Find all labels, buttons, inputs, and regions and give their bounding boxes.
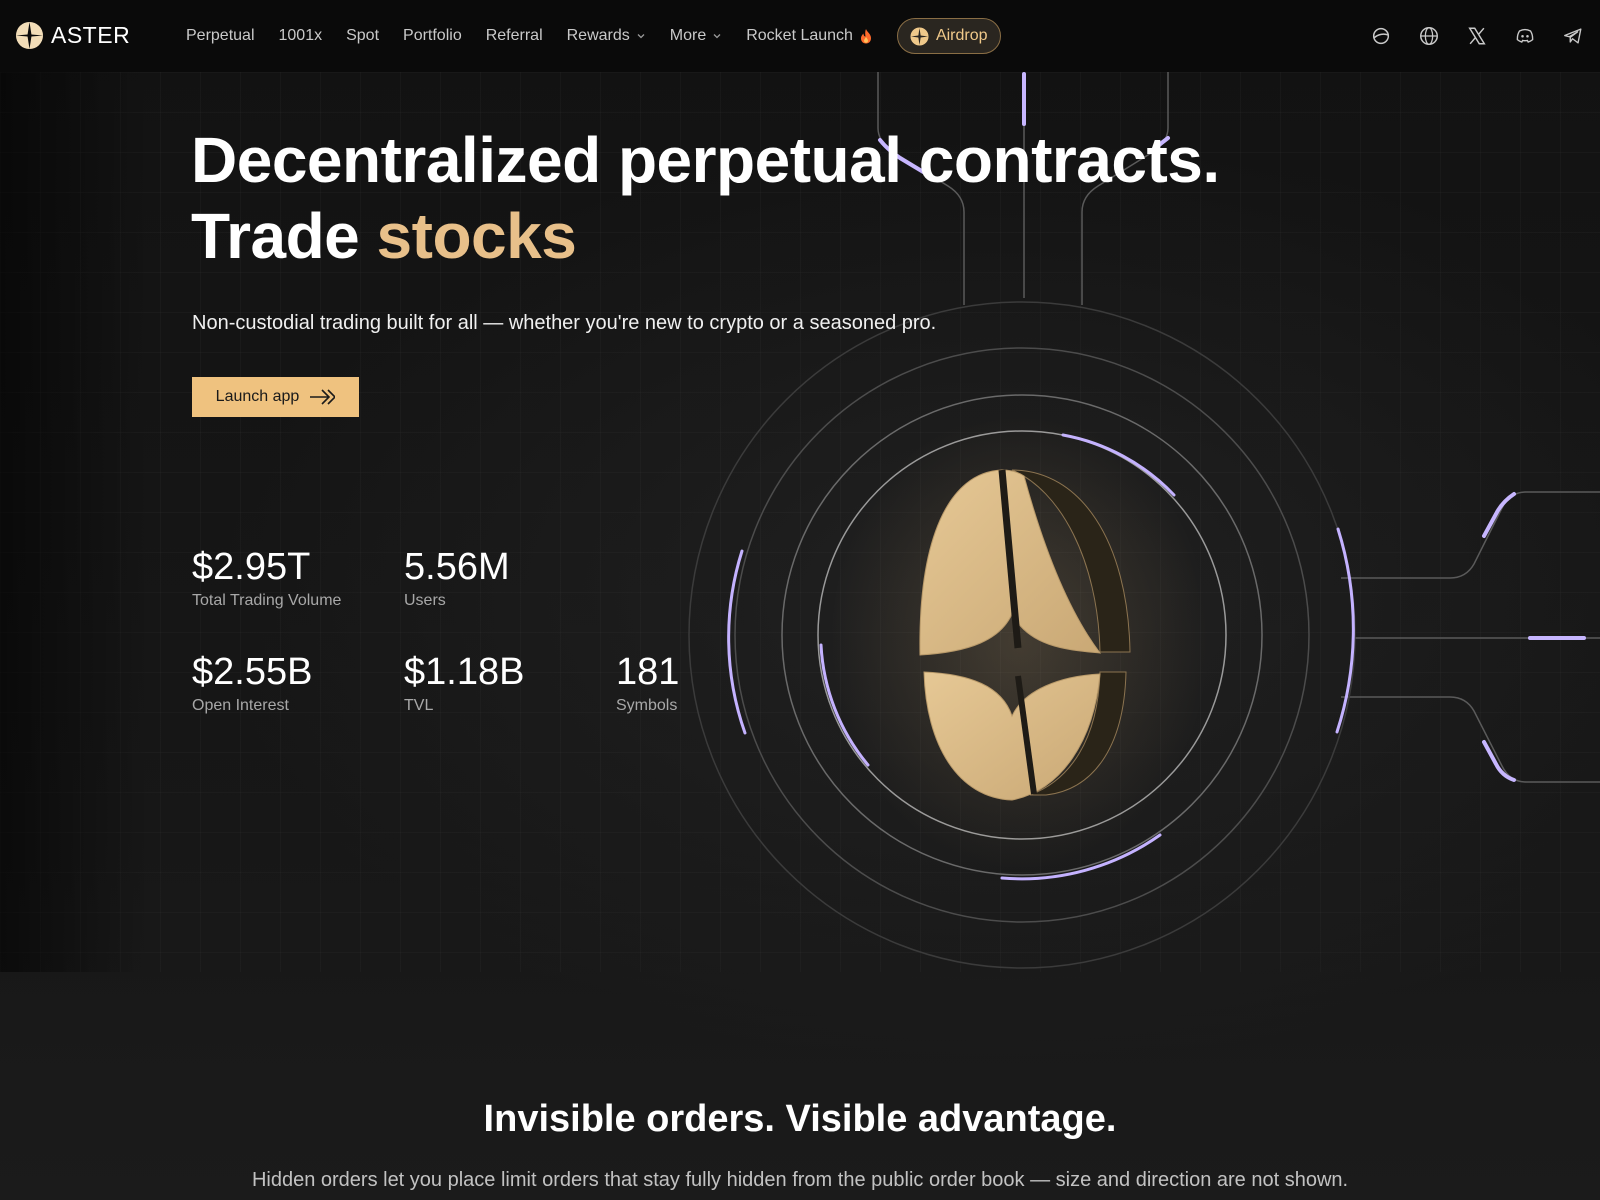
left-shade	[0, 72, 150, 972]
nav-portfolio[interactable]: Portfolio	[403, 27, 462, 44]
telegram-icon[interactable]	[1562, 25, 1584, 47]
coin-emblem	[919, 469, 1131, 801]
x-icon[interactable]	[1466, 25, 1488, 47]
fire-icon	[860, 29, 871, 44]
nav-spot[interactable]: Spot	[346, 27, 380, 44]
launch-app-button[interactable]: Launch app	[192, 377, 359, 417]
nav-perpetual[interactable]: Perpetual	[186, 27, 255, 44]
brand-name: ASTER	[51, 22, 131, 48]
stat-value: 5.56M	[404, 546, 510, 588]
airdrop-label: Airdrop	[935, 27, 988, 44]
nav-rewards-label: Rewards	[566, 27, 630, 44]
stat-value: $2.55B	[192, 651, 313, 693]
social-icons	[1344, 0, 1584, 72]
arrow-right-icon	[310, 389, 336, 405]
ring-glow-arcs	[727, 433, 1355, 881]
brand-logo-link[interactable]: ASTER	[15, 21, 130, 50]
stat-label: TVL	[404, 697, 434, 714]
chevron-down-icon	[637, 34, 645, 39]
launch-app-label: Launch app	[215, 388, 300, 405]
stat-value: $1.18B	[404, 651, 525, 693]
top-nav: ASTER Perpetual 1001x Spot Portfolio Ref…	[0, 0, 1600, 72]
stat-open-interest: $2.55B Open Interest	[192, 651, 312, 715]
aster-coin-icon	[910, 26, 929, 46]
hero-title-line2-prefix: Trade	[191, 200, 377, 272]
nav-rocket-launch-label: Rocket Launch	[746, 27, 853, 44]
airdrop-button[interactable]: Airdrop	[896, 18, 1001, 54]
nav-more[interactable]: More	[670, 27, 722, 45]
stat-users: 5.56M Users	[404, 546, 510, 610]
stat-total-trading-volume: $2.95T Total Trading Volume	[192, 546, 341, 610]
globe-icon[interactable]	[1418, 25, 1440, 47]
nav-referral[interactable]: Referral	[485, 27, 543, 44]
hero-title-line1: Decentralized perpetual contracts.	[191, 124, 1220, 196]
stat-symbols: 181 Symbols	[616, 651, 679, 715]
hero-subtitle: Non-custodial trading built for all — wh…	[192, 312, 937, 334]
stat-tvl: $1.18B TVL	[404, 651, 524, 715]
chevron-down-icon	[713, 34, 721, 39]
stat-label: Symbols	[616, 697, 678, 714]
stat-label: Open Interest	[192, 697, 289, 714]
stat-label: Users	[404, 592, 446, 609]
planet-icon[interactable]	[1370, 25, 1392, 47]
section-subtitle: Hidden orders let you place limit orders…	[251, 1169, 1349, 1191]
section-title: Invisible orders. Visible advantage.	[483, 1098, 1117, 1140]
rings	[688, 301, 1356, 969]
stat-value: 181	[616, 651, 680, 693]
hero-title-accent: stocks	[376, 200, 577, 272]
nav-rocket-launch[interactable]: Rocket Launch	[746, 27, 873, 45]
nav-links: Perpetual 1001x Spot Portfolio Referral …	[186, 0, 1001, 72]
discord-icon[interactable]	[1514, 25, 1536, 47]
stat-value: $2.95T	[192, 546, 311, 588]
stat-label: Total Trading Volume	[192, 592, 342, 609]
nav-more-label: More	[669, 27, 707, 44]
hero-title: Decentralized perpetual contracts. Trade…	[191, 122, 1220, 274]
nav-rewards[interactable]: Rewards	[567, 27, 646, 45]
nav-1001x[interactable]: 1001x	[278, 27, 323, 44]
aster-logo-icon	[15, 21, 44, 50]
